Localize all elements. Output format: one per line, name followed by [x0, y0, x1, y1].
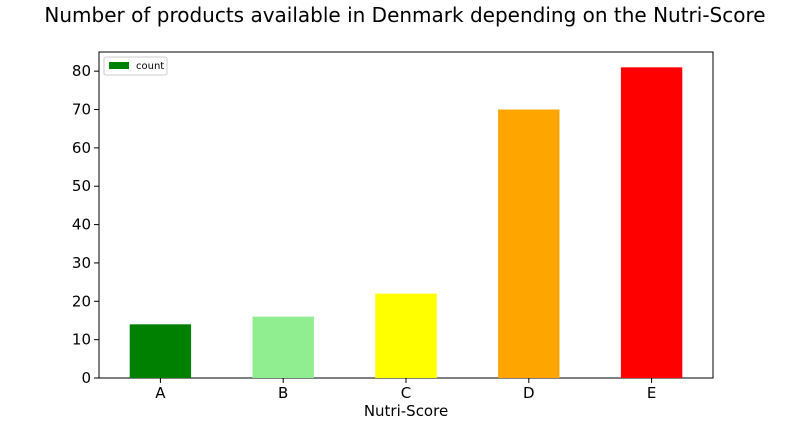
y-tick-label: 10: [72, 331, 91, 349]
bar-d: [498, 109, 560, 378]
y-tick-label: 60: [72, 139, 91, 157]
y-tick-label: 30: [72, 254, 91, 272]
x-axis: A B C D E: [155, 378, 656, 402]
legend-label: count: [136, 61, 164, 72]
chart-title: Number of products available in Denmark …: [44, 3, 765, 27]
y-tick-label: 0: [81, 369, 91, 387]
x-tick-label-c: C: [401, 384, 411, 402]
y-tick-label: 70: [72, 101, 91, 119]
x-tick-label-e: E: [647, 384, 656, 402]
y-tick-label: 40: [72, 216, 91, 234]
legend-swatch: [109, 62, 129, 69]
legend: count: [103, 56, 168, 76]
bar-e: [620, 67, 683, 378]
legend-box: [103, 56, 168, 76]
x-axis-label: Nutri-Score: [364, 402, 448, 420]
y-axis: 0 10 20 30 40 50 60 70 80: [72, 62, 99, 387]
y-tick-label: 50: [72, 177, 91, 195]
y-tick-label: 20: [72, 292, 91, 310]
x-tick-label-d: D: [523, 384, 535, 402]
bar-c: [375, 293, 437, 378]
x-tick-label-a: A: [155, 384, 166, 402]
bars-group: [129, 67, 683, 378]
y-tick-label: 80: [72, 62, 91, 80]
bar-a: [129, 324, 192, 378]
x-tick-label-b: B: [278, 384, 288, 402]
bar-b: [252, 316, 314, 378]
